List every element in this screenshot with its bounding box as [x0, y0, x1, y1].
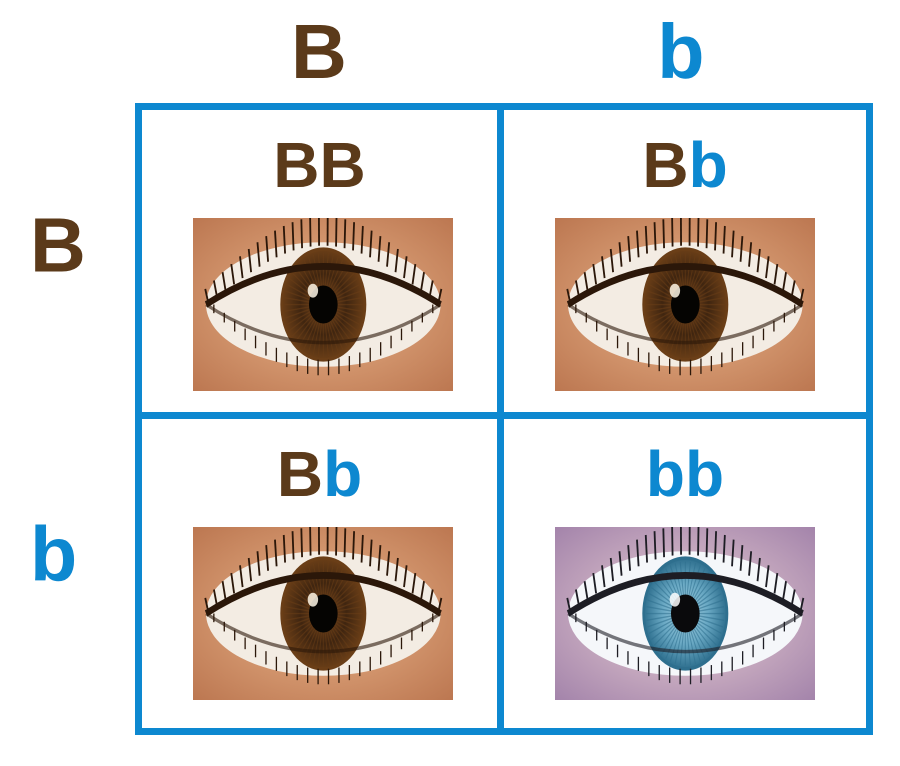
allele-letter: B [273, 128, 319, 202]
allele-letter: b [685, 437, 724, 511]
genotype-label: Bb [142, 437, 497, 511]
allele-letter: b [646, 437, 685, 511]
column-allele-label: b [657, 8, 705, 97]
genotype-label: Bb [504, 128, 866, 202]
allele-letter: B [320, 128, 366, 202]
punnett-cell: Bb [504, 110, 866, 419]
brown-eye-icon [193, 218, 454, 391]
punnett-cell: BB [142, 110, 504, 419]
row-allele-label: B [30, 201, 87, 290]
allele-letter: B [642, 128, 688, 202]
punnett-cell: bb [504, 419, 866, 728]
brown-eye-icon [555, 218, 816, 391]
row-allele-label: b [30, 510, 78, 599]
allele-letter: B [277, 437, 323, 511]
punnett-cell: Bb [142, 419, 504, 728]
punnett-grid: BB Bb Bb [135, 103, 873, 735]
column-allele-label: B [291, 8, 348, 97]
blue-eye-icon [555, 527, 816, 700]
brown-eye-icon [193, 527, 454, 700]
allele-letter: b [323, 437, 362, 511]
genotype-label: bb [504, 437, 866, 511]
genotype-label: BB [142, 128, 497, 202]
allele-letter: b [689, 128, 728, 202]
punnett-square-diagram: BB Bb Bb [0, 0, 900, 766]
